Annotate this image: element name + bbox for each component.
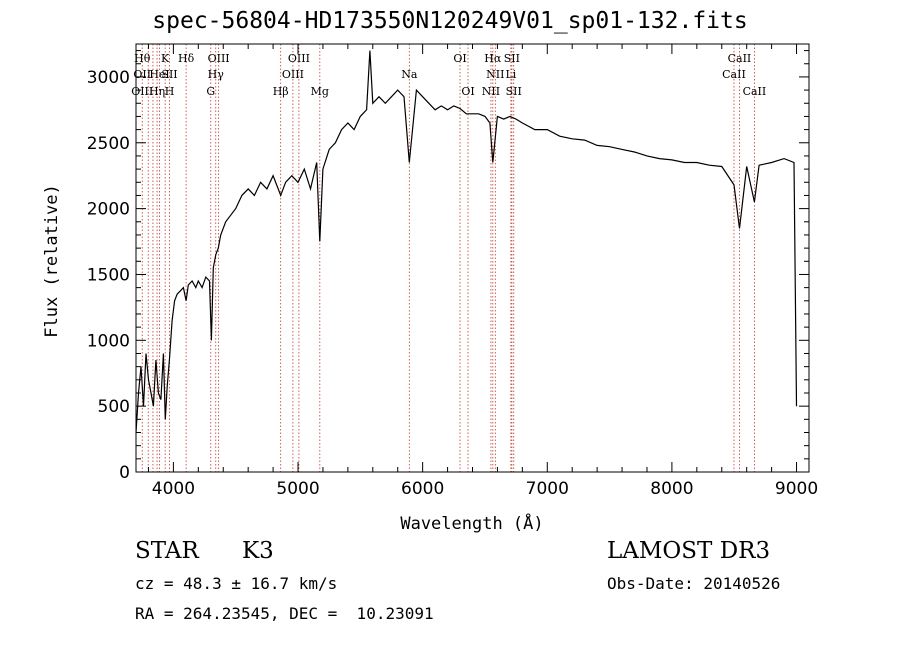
object-subclass: K3 bbox=[242, 538, 274, 564]
x-tick-label: 5000 bbox=[276, 479, 319, 499]
y-tick-label: 0 bbox=[119, 463, 130, 483]
y-tick-label: 500 bbox=[98, 397, 130, 417]
y-tick-label: 1000 bbox=[87, 331, 130, 351]
spectral-line-label: OIII bbox=[208, 52, 230, 65]
y-tick-label: 1500 bbox=[87, 265, 130, 285]
spectral-line-label: NII bbox=[486, 68, 504, 81]
x-tick-label: 9000 bbox=[775, 479, 818, 499]
x-tick-label: 7000 bbox=[526, 479, 569, 499]
spectral-line-label: Hθ bbox=[134, 52, 151, 65]
x-axis: 4000 5000 6000 7000 8000 9000 bbox=[147, 44, 818, 499]
spectral-line-label: K bbox=[161, 52, 170, 65]
spectral-line-label: CaII bbox=[743, 85, 767, 98]
spectral-line-label: SII bbox=[504, 52, 520, 65]
x-axis-label: Wavelength (Å) bbox=[400, 512, 543, 534]
spectrum-line bbox=[135, 50, 798, 433]
redshift-velocity: cz = 48.3 ± 16.7 km/s bbox=[135, 574, 338, 593]
y-tick-label: 2000 bbox=[87, 200, 130, 220]
spectral-line-label: OI bbox=[461, 85, 474, 98]
spectral-line-labels: HθOIIOIIIHηHeIKSIIHHδGHγOIIIHβOIIIOIIIMg… bbox=[131, 52, 766, 98]
plot-frame bbox=[135, 43, 810, 473]
object-class: STAR bbox=[135, 538, 199, 564]
spectral-line-markers bbox=[141, 44, 755, 472]
spectral-line-label: OII bbox=[133, 68, 151, 81]
spectral-line-label: Hα bbox=[484, 52, 502, 65]
spectral-line-label: CaII bbox=[728, 52, 752, 65]
spectral-line-label: Li bbox=[505, 68, 516, 81]
spectral-line-label: Na bbox=[401, 68, 418, 81]
spectral-line-label: OI bbox=[453, 52, 466, 65]
spectral-line-label: CaII bbox=[722, 68, 746, 81]
spectral-line-label: Mg bbox=[311, 85, 329, 98]
spectral-line-label: SII bbox=[506, 85, 522, 98]
spectral-line-label: Hγ bbox=[208, 68, 225, 81]
spectral-line-label: G bbox=[206, 85, 215, 98]
spectral-line-label: SII bbox=[161, 68, 177, 81]
x-tick-label: 8000 bbox=[650, 479, 693, 499]
spectral-line-label: Hδ bbox=[178, 52, 195, 65]
spectral-line-label: OIII bbox=[131, 85, 153, 98]
survey-name: LAMOST DR3 bbox=[607, 538, 771, 564]
observation-date: Obs-Date: 20140526 bbox=[607, 574, 781, 593]
spectral-line-label: OIII bbox=[282, 68, 304, 81]
spectral-line-label: NII bbox=[482, 85, 500, 98]
x-tick-label: 6000 bbox=[401, 479, 444, 499]
x-tick-label: 4000 bbox=[152, 479, 195, 499]
y-tick-label: 2500 bbox=[87, 134, 130, 154]
spectral-line-label: HeI bbox=[149, 68, 169, 81]
spectral-line-label: OIII bbox=[288, 52, 310, 65]
spectral-line-label: Hβ bbox=[273, 85, 289, 98]
spectral-line-label: H bbox=[165, 85, 175, 98]
coordinates: RA = 264.23545, DEC = 10.23091 bbox=[135, 604, 434, 623]
y-tick-label: 3000 bbox=[87, 68, 130, 88]
y-axis: 0 500 1000 1500 2000 2500 3000 bbox=[87, 50, 809, 483]
y-axis-label: Flux (relative) bbox=[42, 184, 62, 338]
spectral-line-label: Hη bbox=[149, 85, 165, 98]
chart-title: spec-56804-HD173550N120249V01_sp01-132.f… bbox=[152, 8, 748, 34]
